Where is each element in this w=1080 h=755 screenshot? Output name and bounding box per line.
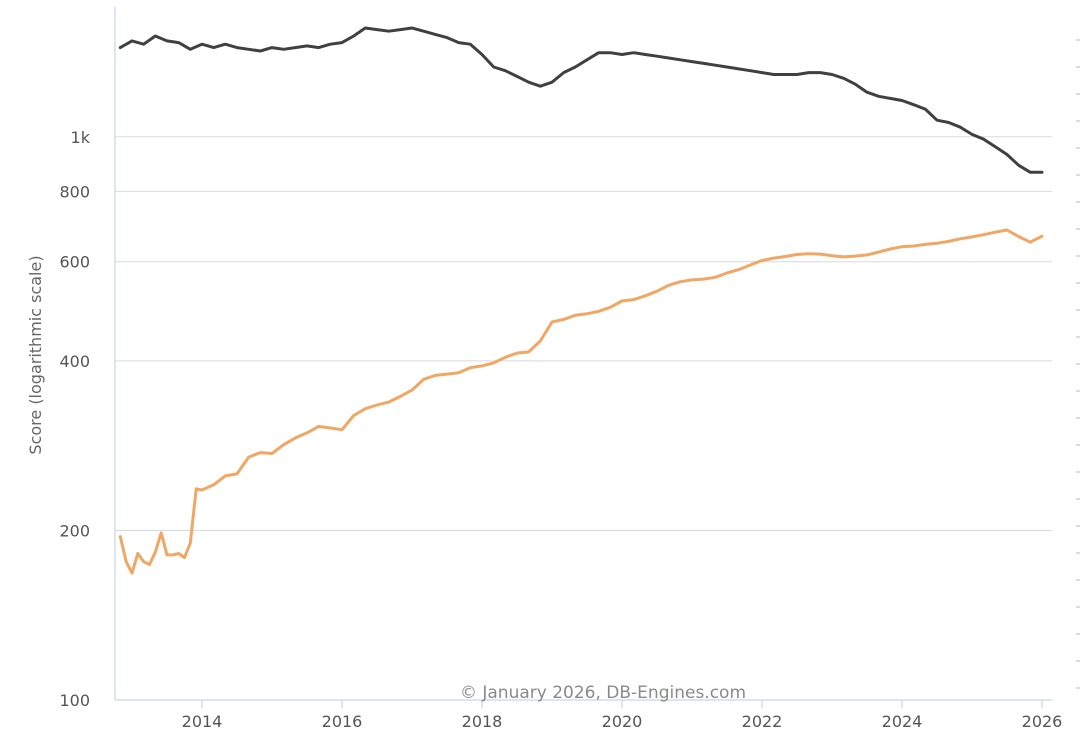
- credit-text: © January 2026, DB-Engines.com: [460, 683, 746, 703]
- y-axis: 100 200 400 600 800 1k: [59, 7, 116, 710]
- y-tick-label: 100: [59, 691, 90, 710]
- y-tick-label: 200: [59, 521, 90, 540]
- series-line-1: [118, 26, 1044, 174]
- y-tick-label: 600: [59, 253, 90, 272]
- x-tick-label: 2020: [602, 712, 643, 731]
- series-line-2: [118, 228, 1044, 575]
- x-tick-label: 2026: [1022, 712, 1063, 731]
- y-tick-label: 1k: [71, 128, 91, 147]
- x-tick-label: 2016: [322, 712, 363, 731]
- right-edge-dashes: [1076, 39, 1080, 689]
- y-tick-label: 800: [59, 182, 90, 201]
- y-tick-label: 400: [59, 352, 90, 371]
- x-tick-label: 2024: [882, 712, 923, 731]
- y-axis-title: Score (logarithmic scale): [26, 255, 45, 454]
- series-group: [118, 26, 1044, 575]
- x-tick-label: 2014: [182, 712, 223, 731]
- x-tick-label: 2022: [742, 712, 783, 731]
- x-axis: 2014 2016 2018 2020 2022 2024 2026: [115, 699, 1063, 731]
- x-tick-label: 2018: [462, 712, 503, 731]
- grid: [115, 136, 1052, 531]
